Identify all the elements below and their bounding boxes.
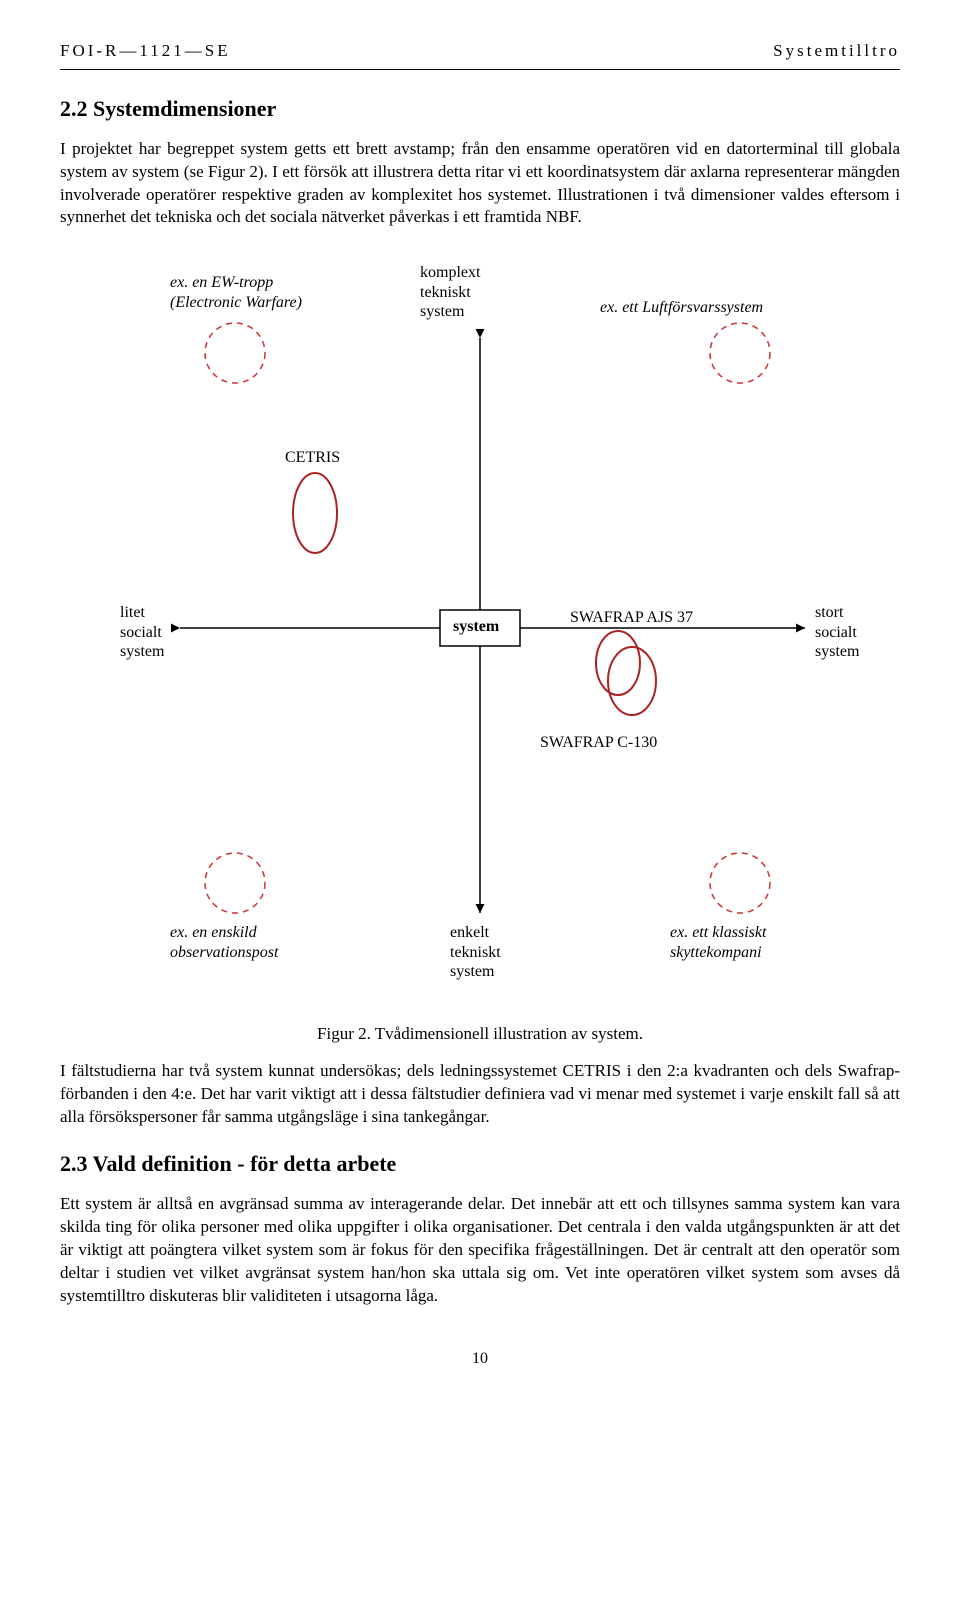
fig-label-cetris: CETRIS [285,448,340,467]
header-right: Systemtilltro [773,40,900,63]
header-rule [60,69,900,70]
fig-label-skytte-l2: skyttekompani [670,944,762,961]
fig-center-box-label: system [453,617,499,636]
fig-label-skyttekompani: ex. ett klassiskt skyttekompani [670,923,766,961]
section-2-3-title: 2.3 Vald definition - för detta arbete [60,1149,900,1179]
fig-axis-top-l1: komplext [420,264,480,281]
fig-label-observationspost: ex. en enskild observationspost [170,923,278,961]
fig-label-ew-tropp-l1: ex. en EW-tropp [170,274,273,291]
section-2-3-p1: Ett system är alltså en avgränsad summa … [60,1193,900,1308]
fig-label-luftforsvar: ex. ett Luftförsvarssystem [600,298,763,317]
fig-label-swafrap-ajs: SWAFRAP AJS 37 [570,608,693,627]
fig-axis-right: stort socialt system [815,603,859,661]
fig-label-swafrap-c130: SWAFRAP C-130 [540,733,657,752]
fig-axis-top: komplext tekniskt system [420,263,480,321]
fig-label-obs-l1: ex. en enskild [170,924,257,941]
fig-label-obs-l2: observationspost [170,944,278,961]
fig-axis-top-l3: system [420,303,464,320]
fig-axis-bottom-l2: tekniskt [450,944,501,961]
fig-label-skytte-l1: ex. ett klassiskt [670,924,766,941]
fig-axis-left-l3: system [120,643,164,660]
section-2-2-title: 2.2 Systemdimensioner [60,94,900,124]
figure-2-caption: Figur 2. Tvådimensionell illustration av… [60,1023,900,1046]
section-2-2-p1: I projektet har begreppet system getts e… [60,138,900,230]
page-number: 10 [60,1348,900,1370]
page-header: FOI-R—1121—SE Systemtilltro [60,40,900,63]
fig-axis-bottom-l3: system [450,963,494,980]
fig-axis-top-l2: tekniskt [420,284,471,301]
after-figure-p1: I fältstudierna har två system kunnat un… [60,1060,900,1129]
figure-2-diagram: ex. en EW-tropp (Electronic Warfare) kom… [60,243,900,1013]
fig-axis-bottom: enkelt tekniskt system [450,923,501,981]
fig-axis-bottom-l1: enkelt [450,924,489,941]
fig-axis-right-l1: stort [815,604,843,621]
fig-axis-left-l2: socialt [120,624,162,641]
fig-label-ew-tropp-l2: (Electronic Warfare) [170,294,302,311]
fig-axis-right-l3: system [815,643,859,660]
fig-label-ew-tropp: ex. en EW-tropp (Electronic Warfare) [170,273,302,311]
header-left: FOI-R—1121—SE [60,40,231,63]
fig-axis-left: litet socialt system [120,603,164,661]
fig-axis-left-l1: litet [120,604,145,621]
fig-axis-right-l2: socialt [815,624,857,641]
